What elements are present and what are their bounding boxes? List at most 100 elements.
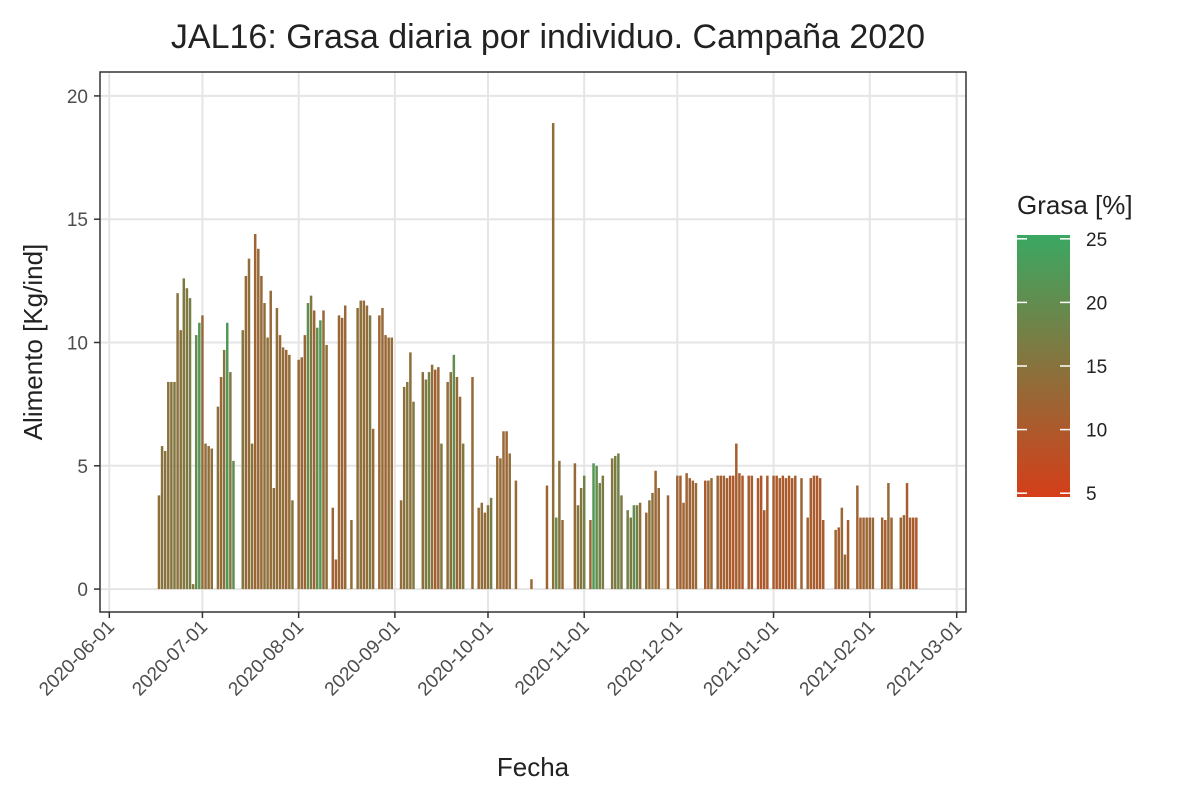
bar <box>645 512 648 590</box>
bar <box>887 483 890 590</box>
bar <box>812 475 816 590</box>
bar <box>412 401 415 590</box>
bar <box>741 475 744 590</box>
bar <box>331 507 335 590</box>
bar <box>654 470 657 590</box>
y-tick-label: 10 <box>67 333 88 354</box>
bar <box>157 495 161 590</box>
bar <box>306 303 310 590</box>
bar <box>772 475 775 590</box>
bar <box>865 517 868 590</box>
bar <box>784 478 788 590</box>
bar <box>179 330 182 590</box>
bar <box>176 293 179 590</box>
bar <box>837 527 840 590</box>
x-axis-label: Fecha <box>497 752 570 782</box>
bar <box>738 473 741 590</box>
bar <box>806 517 809 590</box>
bar <box>406 381 409 590</box>
bar <box>756 478 760 590</box>
bar <box>688 478 691 590</box>
bar <box>365 305 369 590</box>
bar <box>657 487 660 590</box>
bar <box>350 520 353 590</box>
bar <box>362 300 366 590</box>
bar <box>908 517 912 590</box>
bar <box>275 307 279 590</box>
bar <box>617 453 620 590</box>
bar <box>676 475 679 590</box>
bar <box>219 377 223 590</box>
bar <box>430 364 434 590</box>
bar <box>685 473 688 590</box>
bar <box>297 359 300 590</box>
bar <box>356 307 359 590</box>
y-tick-label: 5 <box>77 457 88 478</box>
bar <box>545 485 549 590</box>
bar <box>508 453 511 590</box>
bar <box>325 344 328 590</box>
bar <box>281 347 285 590</box>
bar <box>614 455 617 590</box>
bar <box>284 349 288 590</box>
bar <box>260 275 263 590</box>
bar <box>595 465 598 590</box>
bar <box>629 517 633 590</box>
x-tick-label: 2020-12-01 <box>603 617 687 701</box>
bar <box>337 315 341 590</box>
bar <box>598 483 601 590</box>
y-axis-label: Alimento [Kg/ind] <box>18 244 48 441</box>
bar <box>272 487 276 590</box>
colorbar-tick-label: 5 <box>1086 484 1097 505</box>
bar <box>198 322 201 590</box>
bar <box>682 502 685 590</box>
bar <box>502 431 505 590</box>
bar <box>790 478 794 590</box>
bar <box>818 478 822 590</box>
chart-title: JAL16: Grasa diaria por individuo. Campa… <box>171 18 925 56</box>
bar <box>505 431 508 590</box>
bar <box>846 520 850 590</box>
bar <box>489 497 493 590</box>
bar <box>204 443 207 590</box>
bar <box>775 475 778 590</box>
bar <box>309 295 313 590</box>
bar <box>856 485 859 590</box>
bar <box>427 372 431 590</box>
bar <box>359 300 362 590</box>
bar <box>266 337 269 590</box>
bar <box>402 386 406 590</box>
bar <box>471 377 474 590</box>
bar <box>269 290 272 590</box>
bar <box>201 315 204 590</box>
x-tick-label: 2020-11-01 <box>511 617 594 700</box>
bar <box>648 500 651 590</box>
bar <box>250 443 254 590</box>
bar <box>710 478 713 590</box>
colorbar-tick-label: 25 <box>1086 230 1107 251</box>
bar <box>371 428 375 590</box>
bar <box>762 510 766 590</box>
bar <box>163 450 167 590</box>
bar <box>558 460 561 590</box>
bar <box>483 512 487 590</box>
bar <box>222 349 226 590</box>
bar <box>480 502 484 590</box>
bar <box>722 475 726 590</box>
bar <box>167 381 170 590</box>
x-tick-label: 2020-06-01 <box>35 617 119 701</box>
bar <box>247 258 251 590</box>
bar <box>387 337 390 590</box>
bar <box>915 517 918 590</box>
bar <box>514 480 518 590</box>
bar <box>424 379 428 590</box>
bar <box>787 475 791 590</box>
colorbar-tick-label: 15 <box>1086 357 1107 378</box>
bar <box>452 354 456 590</box>
y-tick-label: 20 <box>67 87 88 108</box>
bar <box>291 500 294 590</box>
bar <box>573 463 577 590</box>
bar <box>191 584 195 590</box>
bar <box>384 335 387 590</box>
bar <box>731 475 735 590</box>
